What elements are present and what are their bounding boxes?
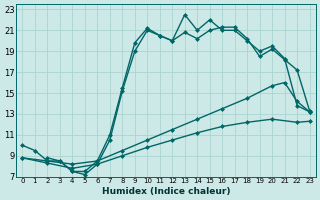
X-axis label: Humidex (Indice chaleur): Humidex (Indice chaleur): [102, 187, 230, 196]
